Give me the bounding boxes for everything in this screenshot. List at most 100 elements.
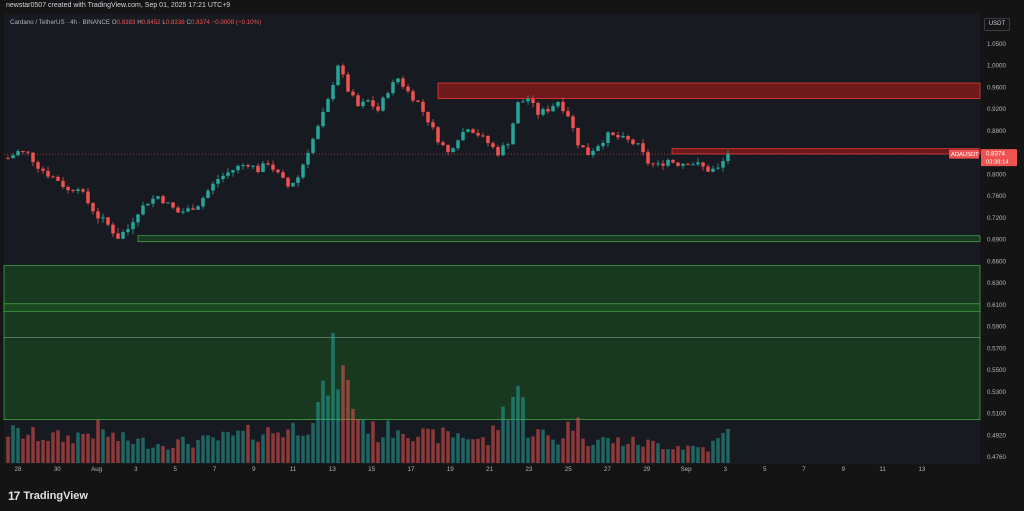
volume-bar — [401, 433, 405, 463]
price-tag-box — [981, 149, 1017, 167]
candle-body — [476, 132, 480, 136]
candle-body — [181, 211, 185, 213]
volume-bar — [6, 436, 10, 463]
volume-bar — [226, 432, 230, 463]
candle-body — [71, 190, 75, 192]
price-tick-label: 0.4760 — [987, 454, 1006, 461]
volume-bar — [286, 429, 290, 463]
volume-bar — [106, 436, 110, 463]
candle-body — [621, 136, 625, 138]
volume-bar — [466, 439, 470, 463]
candle-body — [346, 74, 350, 92]
volume-bar — [221, 431, 225, 463]
candle-body — [186, 208, 190, 212]
volume-bar — [51, 432, 55, 463]
volume-bar — [46, 440, 50, 463]
tradingview-brand: TradingView — [23, 490, 88, 502]
volume-bar — [81, 433, 85, 463]
candle-body — [471, 129, 475, 133]
footer-bar — [0, 478, 1024, 511]
price-axis[interactable] — [980, 14, 1020, 478]
time-tick-label: 13 — [329, 466, 336, 473]
volume-bar — [31, 426, 35, 463]
candle-body — [726, 154, 730, 162]
price-tag-symbol-box — [949, 149, 979, 159]
candle-body — [91, 203, 95, 212]
zone-green-2 — [137, 235, 981, 243]
candle-body — [356, 95, 360, 107]
candle-body — [351, 91, 355, 96]
candle-body — [151, 198, 155, 204]
candle-body — [596, 146, 600, 151]
legend-low: 0.8338 — [165, 19, 185, 26]
candle-body — [66, 186, 70, 191]
candle-body — [321, 111, 325, 127]
volume-bar — [426, 428, 430, 463]
volume-bar — [716, 438, 720, 463]
volume-bar — [586, 446, 590, 463]
legend-high: 0.8452 — [141, 19, 161, 26]
volume-bar — [621, 445, 625, 463]
candle-body — [51, 176, 55, 178]
zone-red-1 — [671, 148, 981, 155]
time-tick-label: 7 — [213, 466, 217, 473]
candle-body — [216, 179, 220, 184]
candle-body — [81, 189, 85, 192]
candle-body — [601, 142, 605, 147]
legend-close-label: C — [186, 19, 191, 26]
zone-green-4 — [3, 303, 981, 312]
volume-bar — [321, 380, 325, 463]
volume-bar — [371, 421, 375, 463]
volume-bar — [246, 424, 250, 463]
volume-bar — [261, 434, 265, 463]
volume-bar — [421, 428, 425, 463]
volume-bar — [176, 439, 180, 463]
time-tick-label: 5 — [763, 466, 767, 473]
volume-bar — [416, 436, 420, 463]
candle-body — [456, 140, 460, 149]
volume-bar — [656, 443, 660, 463]
currency-badge[interactable]: USDT — [984, 18, 1010, 31]
candle-body — [301, 164, 305, 178]
price-tick-label: 0.9200 — [987, 106, 1006, 113]
candle-body — [531, 98, 535, 103]
time-tick-label: 3 — [134, 466, 138, 473]
volume-bar — [686, 445, 690, 463]
legend-change: −0.0008 (−0.10%) — [211, 19, 262, 26]
price-tick-label: 0.6100 — [987, 302, 1006, 309]
legend-low-label: L — [162, 19, 166, 26]
candle-body — [701, 162, 705, 167]
price-tick-label: 0.4920 — [987, 432, 1006, 439]
candle-body — [591, 150, 595, 156]
time-tick-label: 21 — [486, 466, 493, 473]
candle-body — [546, 108, 550, 112]
volume-bar — [241, 430, 245, 463]
candle-body — [26, 151, 30, 153]
candle-body — [191, 208, 195, 210]
volume-bar — [146, 448, 150, 463]
tradingview-logo[interactable]: 17 TradingView — [8, 489, 88, 503]
volume-bar — [706, 451, 710, 463]
candle-body — [606, 132, 610, 143]
candle-body — [451, 148, 455, 153]
candle-body — [196, 206, 200, 210]
legend-open-label: O — [111, 19, 117, 26]
price-tick-label: 0.7200 — [987, 215, 1006, 222]
volume-bar — [91, 438, 95, 463]
time-tick-label: 17 — [408, 466, 415, 473]
volume-bar — [626, 443, 630, 463]
candle-body — [121, 232, 125, 239]
candlestick-chart[interactable]: 1.05001.00000.96000.92000.88000.84000.80… — [0, 0, 1024, 478]
candle-body — [611, 132, 615, 136]
candle-body — [466, 129, 470, 132]
price-tick-label: 0.5100 — [987, 411, 1006, 418]
volume-bar — [486, 445, 490, 463]
candle-body — [711, 168, 715, 172]
candle-body — [616, 135, 620, 138]
price-tick-label: 0.6900 — [987, 237, 1006, 244]
candle-body — [241, 165, 245, 167]
volume-bar — [76, 432, 80, 463]
candle-body — [391, 82, 395, 94]
volume-bar — [496, 429, 500, 463]
candle-body — [461, 131, 465, 141]
